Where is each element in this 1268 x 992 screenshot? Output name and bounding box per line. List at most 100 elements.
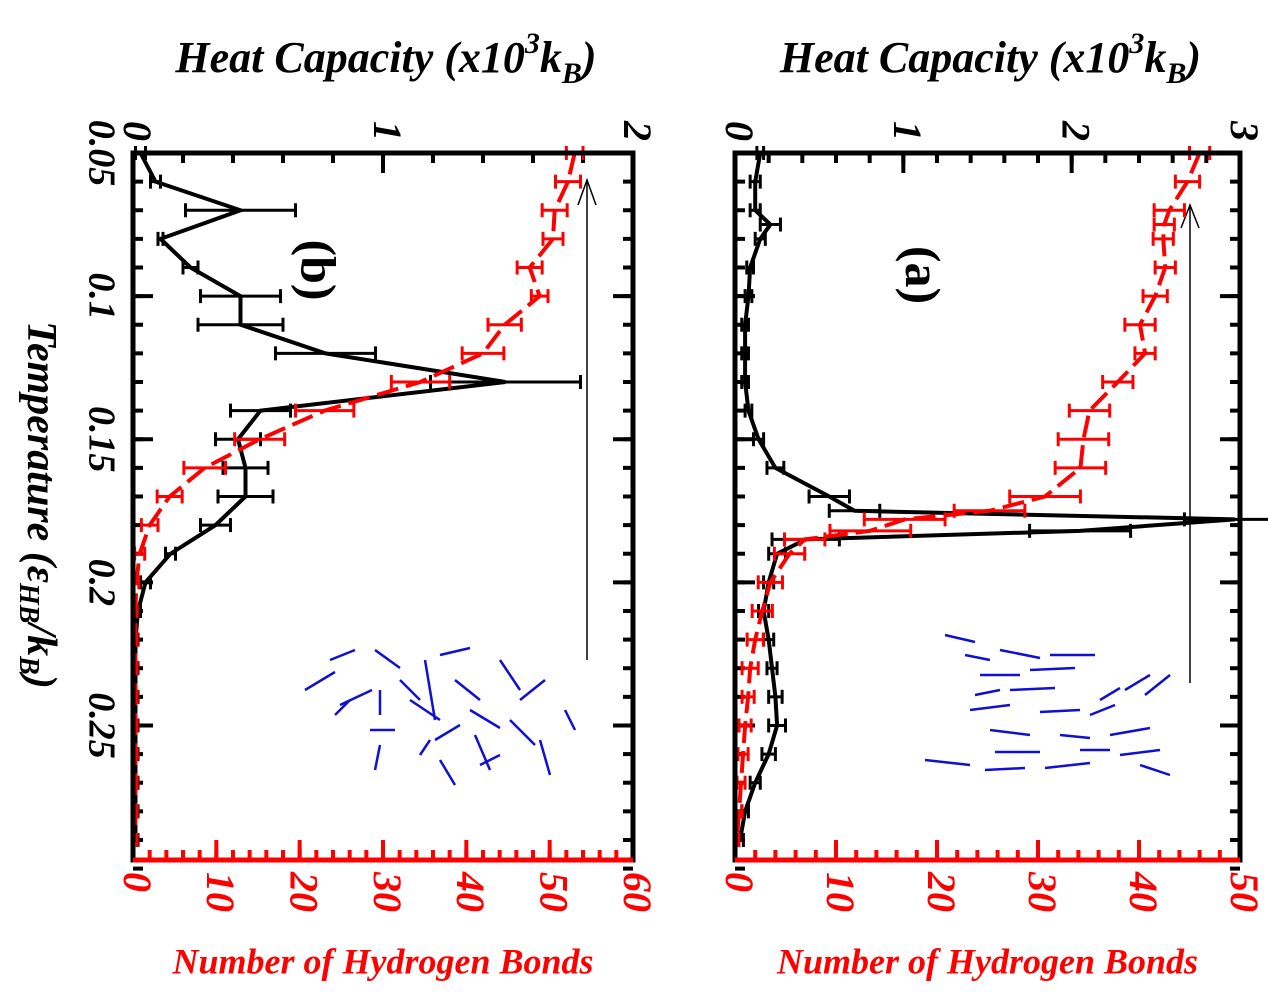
y2-tick-label: 40 — [448, 871, 493, 912]
panel-label: (b) — [291, 239, 347, 300]
error-bar — [196, 317, 285, 332]
top-axis-title-part: 3 — [524, 27, 540, 60]
top-axis-title: Heat Capacity (x103kB) — [174, 27, 596, 90]
y-tick-label: 0 — [115, 121, 160, 141]
error-bar — [753, 231, 767, 246]
y-tick-label: 1 — [885, 121, 930, 141]
error-bar — [758, 217, 782, 232]
y2-tick-label: 0 — [115, 872, 160, 892]
panel-label: (a) — [895, 246, 951, 304]
structure-sketch-b — [304, 646, 577, 786]
y2-tick-label: 10 — [198, 872, 243, 912]
error-bar — [182, 460, 227, 475]
error-bar — [164, 546, 177, 561]
error-bar — [1008, 489, 1082, 504]
top-axis-title: Heat Capacity (x103kB) — [779, 27, 1201, 90]
error-bar — [750, 603, 774, 618]
error-bar — [828, 523, 913, 538]
error-bar — [748, 775, 762, 790]
error-bar — [772, 546, 807, 561]
error-bar — [765, 460, 786, 475]
top-axis-title-part: ) — [1182, 33, 1201, 82]
error-bar — [743, 289, 754, 304]
error-bar — [736, 747, 750, 762]
error-bar — [460, 346, 506, 361]
error-bar — [294, 403, 356, 418]
bottom-axis-title: Number of Hydrogen Bonds — [776, 941, 1198, 981]
error-bar — [181, 260, 200, 275]
error-bar — [1101, 374, 1135, 389]
top-axis-title-part: Heat Capacity (x10 — [174, 33, 525, 82]
error-bar — [737, 718, 753, 733]
error-bar — [1173, 174, 1202, 189]
y2-tick-label: 50 — [531, 872, 576, 912]
error-bar — [184, 203, 297, 218]
side-axis-title: Temperature (εHB/kB) — [13, 321, 65, 689]
structure-sketch-a — [924, 633, 1171, 777]
y2-tick-label: 20 — [919, 871, 964, 912]
y-tick-label: 0 — [717, 121, 762, 141]
error-bar — [389, 374, 452, 389]
error-bar — [743, 403, 754, 418]
error-bar — [765, 661, 779, 676]
error-bar — [554, 174, 582, 189]
error-bar — [760, 747, 777, 762]
error-bar — [745, 632, 765, 647]
y2-tick-label: 30 — [1020, 871, 1065, 912]
error-bar — [952, 503, 1027, 518]
error-bar — [216, 489, 275, 504]
error-bar — [862, 512, 947, 527]
y2-tick-label: 50 — [1222, 872, 1267, 912]
error-bar — [156, 231, 165, 246]
y-tick-label: 3 — [1222, 120, 1267, 141]
error-bar — [149, 174, 162, 189]
error-bar — [229, 403, 292, 418]
x-tick-label: 0.2 — [80, 559, 122, 607]
error-bar — [1152, 203, 1186, 218]
error-bar — [515, 260, 544, 275]
error-bar — [486, 317, 523, 332]
top-axis-title-part: Heat Capacity (x10 — [779, 33, 1130, 82]
y2-tick-label: 40 — [1121, 871, 1166, 912]
error-bar — [752, 432, 766, 447]
side-axis-title-part: B — [13, 655, 44, 675]
error-bar — [1151, 231, 1175, 246]
error-bar — [745, 260, 756, 275]
side-axis-title-part: ) — [18, 671, 64, 689]
error-bar — [782, 532, 827, 547]
error-bar — [1182, 512, 1268, 527]
y2-tick-label: 20 — [281, 871, 326, 912]
error-bar — [767, 718, 787, 733]
x-tick-label: 0.05 — [80, 120, 122, 187]
error-bar — [1141, 289, 1169, 304]
error-bar — [740, 374, 750, 389]
side-axis-title-part: /k — [18, 620, 64, 656]
y-tick-label: 2 — [615, 120, 660, 141]
y-tick-label: 2 — [1053, 120, 1098, 141]
error-bar — [807, 489, 851, 504]
error-bar — [748, 174, 762, 189]
error-bar — [139, 575, 152, 590]
error-bar — [1067, 403, 1112, 418]
x-tick-label: 0.15 — [80, 406, 122, 473]
top-axis-title-part: k — [1144, 33, 1166, 82]
top-axis-title-part: ) — [578, 33, 597, 82]
bottom-axis-title: Number of Hydrogen Bonds — [171, 941, 593, 981]
y2-tick-label: 10 — [818, 872, 863, 912]
y2-tick-label: 30 — [365, 871, 410, 912]
error-bar — [199, 518, 232, 533]
plot-frame — [732, 150, 1243, 863]
x-tick-label: 0.1 — [80, 272, 122, 320]
plot-frame — [130, 150, 636, 863]
data-line — [735, 152, 1202, 841]
error-bar — [767, 689, 784, 704]
y2-tick-label: 0 — [717, 872, 762, 892]
error-bar — [1028, 523, 1133, 538]
error-bar — [199, 289, 282, 304]
error-bar — [155, 489, 184, 504]
top-axis-title-part: B — [1165, 57, 1186, 90]
error-bar — [540, 203, 569, 218]
y2-tick-label: 60 — [615, 872, 660, 912]
x-tick-label: 0.25 — [80, 692, 122, 759]
